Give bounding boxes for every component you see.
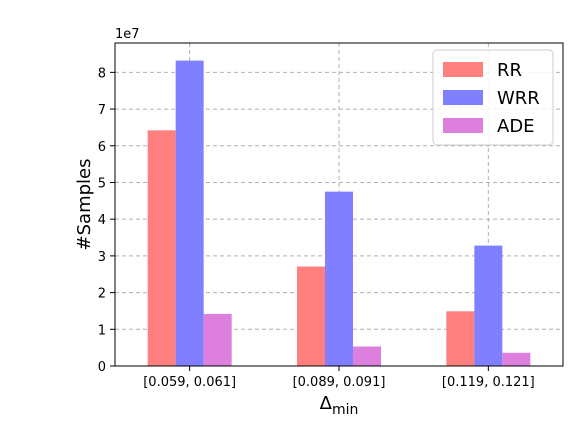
axis-ticks: 0 1 2 3 4 5 6 7 8 [0.059, 0.061] [0.089, 0.091] [0.… <box>98 66 535 390</box>
bar-wrr <box>175 60 204 366</box>
y-axis-label: #Samples <box>74 159 95 251</box>
bar-ade <box>502 352 531 366</box>
y-tick-label: 8 <box>98 66 106 81</box>
y-tick-label: 4 <box>98 213 106 228</box>
x-tick-label: [0.059, 0.061] <box>143 375 236 390</box>
legend-swatch-wrr <box>443 90 483 105</box>
y-tick-label: 2 <box>98 287 106 302</box>
bar-rr <box>147 130 176 366</box>
legend-swatch-ade <box>443 118 483 133</box>
x-axis-label-sub: min <box>332 402 358 418</box>
y-offset-label: 1e7 <box>115 27 140 42</box>
legend-label-ade: ADE <box>497 116 535 137</box>
x-tick-label: [0.089, 0.091] <box>293 375 386 390</box>
legend-swatch-rr <box>443 62 483 77</box>
y-tick-label: 0 <box>98 360 106 375</box>
bars <box>147 60 531 366</box>
y-tick-label: 7 <box>98 103 106 118</box>
bar-wrr <box>325 191 353 366</box>
x-tick-label: [0.119, 0.121] <box>442 375 535 390</box>
bar-ade <box>203 313 232 366</box>
legend-label-rr: RR <box>497 60 522 81</box>
bar-rr <box>446 311 475 366</box>
bar-ade <box>353 346 381 366</box>
y-tick-label: 6 <box>98 140 106 155</box>
bar-wrr <box>474 245 503 366</box>
legend-label-wrr: WRR <box>497 88 540 109</box>
y-tick-label: 1 <box>98 323 106 338</box>
y-tick-label: 5 <box>98 176 106 191</box>
x-axis-label-main: Δ <box>320 393 333 414</box>
bar-rr <box>297 266 325 366</box>
legend: RR WRR ADE <box>432 49 554 146</box>
x-axis-label: Δmin <box>320 393 359 418</box>
y-tick-label: 3 <box>98 250 106 265</box>
